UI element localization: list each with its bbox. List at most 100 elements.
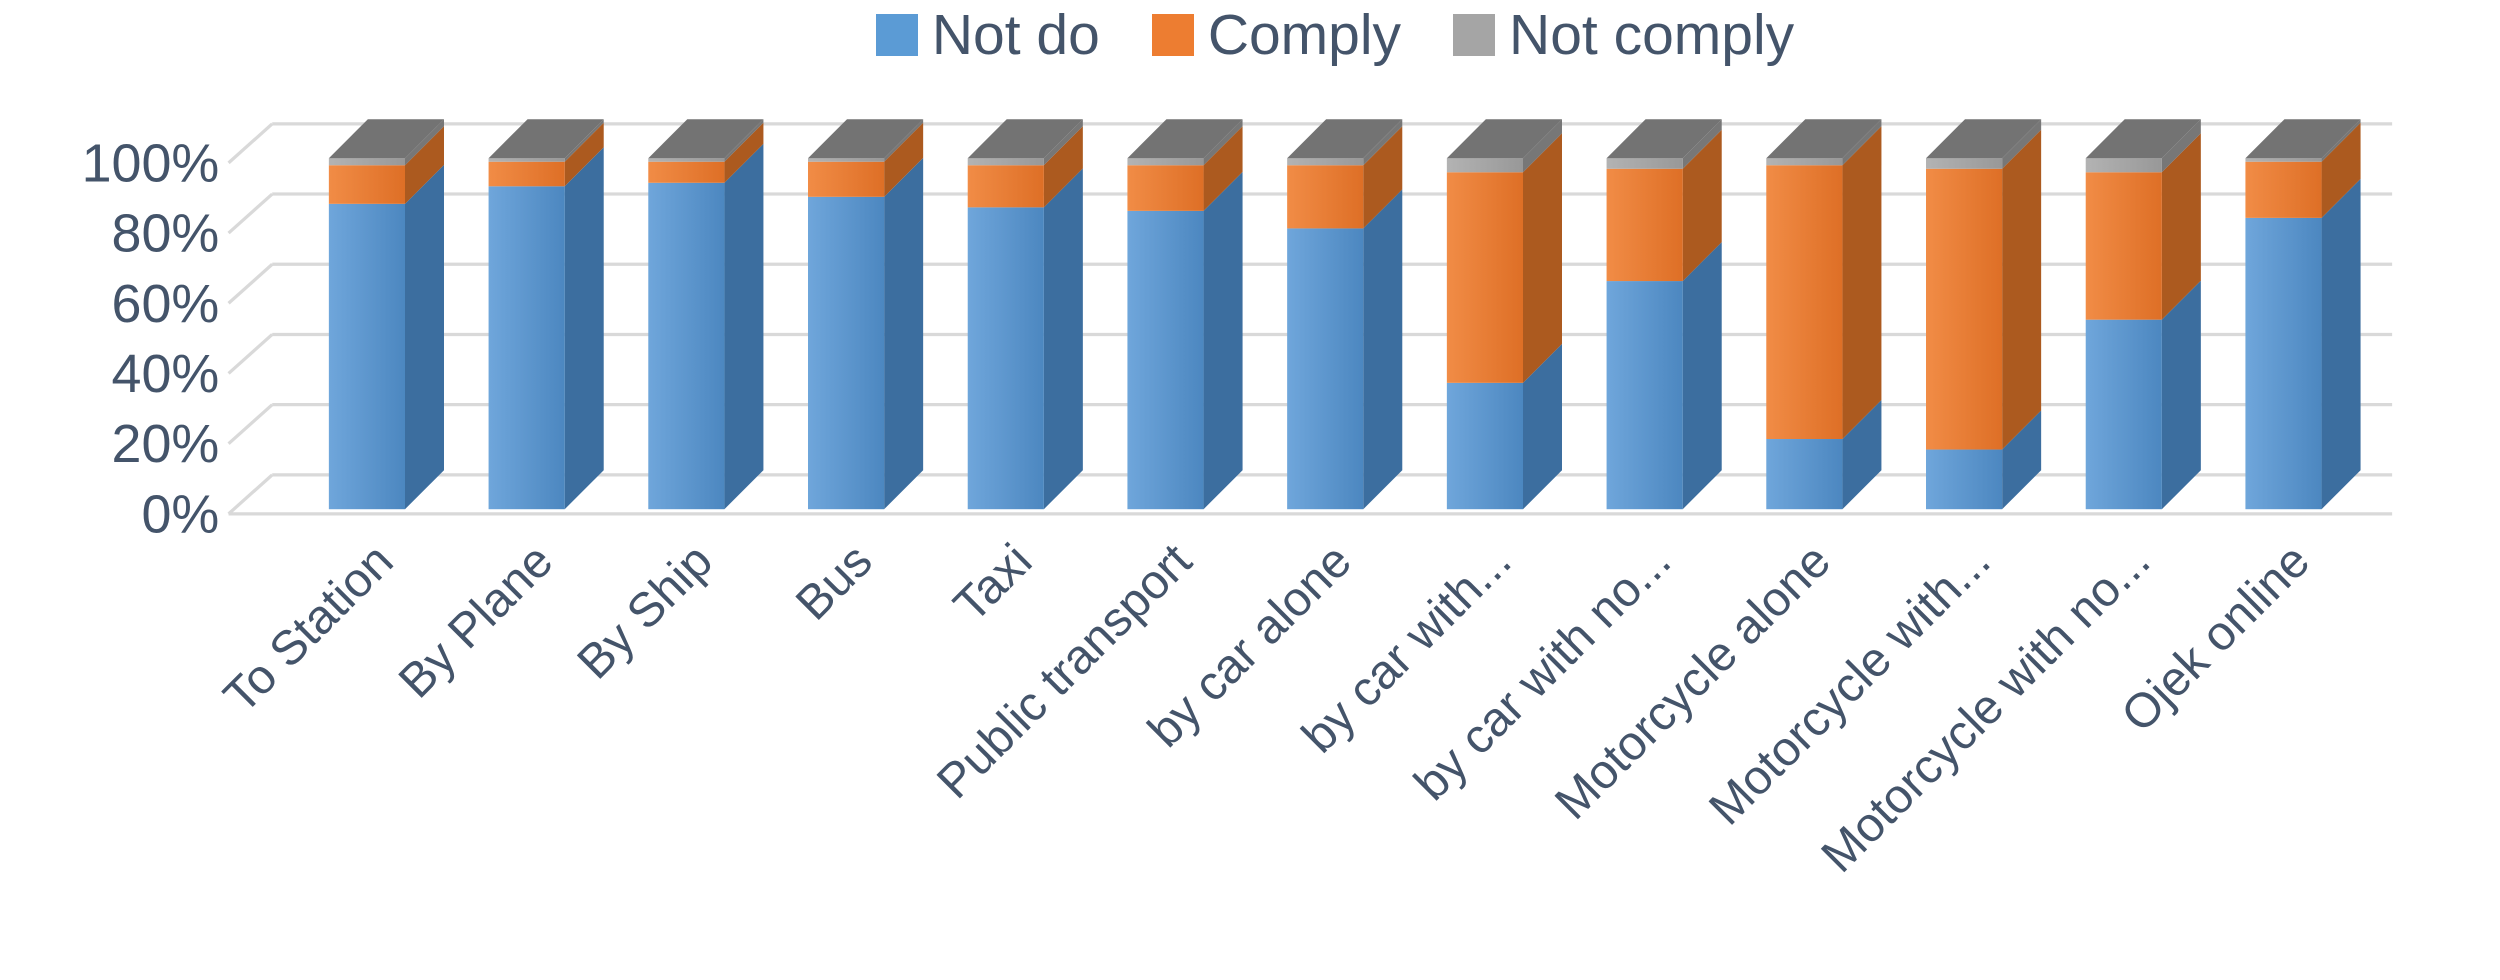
bar-top-face <box>488 119 604 159</box>
segment-comply <box>1127 165 1204 211</box>
segment-comply <box>1606 168 1683 282</box>
bar-top-face <box>808 119 924 159</box>
segment-not-do <box>648 182 725 510</box>
x-axis-category-label: Motorcycle alone <box>1545 534 1841 830</box>
segment-not-comply <box>2085 158 2162 173</box>
segment-side-not-do <box>2321 178 2361 510</box>
legend-label-comply: Comply <box>1207 3 1402 67</box>
bar-motorcycle-with-no <box>2085 119 2201 510</box>
bar-top-face <box>1766 119 1882 159</box>
segment-side-comply <box>1043 126 1083 208</box>
segment-not-do <box>808 196 885 510</box>
bar-by-ship <box>648 119 764 510</box>
segment-side-not-do <box>405 164 444 510</box>
segment-not-comply <box>1446 158 1523 173</box>
x-axis-category-label: Bus <box>786 534 883 631</box>
segment-comply <box>1287 165 1364 229</box>
segment-not-comply <box>328 158 405 166</box>
segment-side-comply <box>2161 133 2201 320</box>
y-axis-tick-label: 20% <box>112 414 220 474</box>
x-axis-category-label: By Plane <box>388 534 563 709</box>
segment-not-comply <box>1926 158 2003 169</box>
segment-side-not-comply <box>884 119 924 162</box>
legend-item-comply: Comply <box>1151 2 1402 68</box>
segment-not-comply <box>2245 158 2322 162</box>
segment-comply <box>488 161 565 187</box>
segment-side-not-do <box>2161 280 2201 510</box>
legend-label-not-comply: Not comply <box>1509 3 1795 67</box>
segment-side-comply <box>2002 129 2042 450</box>
segment-side-not-do <box>1043 168 1083 510</box>
bar-motorcycle-with <box>1926 119 2042 510</box>
segment-side-comply <box>1363 126 1403 229</box>
segment-comply <box>2245 161 2322 218</box>
segment-side-not-comply <box>2161 119 2201 173</box>
x-axis-category-label: Motorcycle with... <box>1699 534 2001 836</box>
segment-side-not-comply <box>564 119 604 162</box>
segment-not-comply <box>488 158 565 162</box>
segment-side-not-comply <box>405 119 444 166</box>
legend-swatch-not-do <box>875 14 918 56</box>
segment-comply <box>808 161 885 197</box>
segment-side-comply <box>1842 126 1882 440</box>
segment-side-not-do <box>724 143 764 510</box>
gridline-tick-connector <box>227 473 274 516</box>
bar-top-face <box>1446 119 1562 159</box>
bar-top-face <box>967 119 1083 159</box>
segment-side-not-comply <box>1363 119 1403 166</box>
y-axis-labels: 0% 20% 40% 60% 80% 100% <box>82 133 220 544</box>
segment-side-comply <box>564 122 604 187</box>
segment-side-not-comply <box>1523 119 1562 173</box>
segment-side-not-comply <box>724 119 764 162</box>
bar-ojek-online <box>2245 119 2361 510</box>
bar-top-face <box>1606 119 1722 159</box>
segment-side-not-comply <box>2002 119 2042 169</box>
chart-legend: Not do Comply Not comply <box>0 0 2500 70</box>
segment-not-do <box>1926 449 2003 510</box>
y-axis-tick-label: 0% <box>141 484 219 544</box>
legend-item-not-comply: Not comply <box>1453 2 1794 68</box>
segment-comply <box>328 165 405 204</box>
segment-comply <box>967 165 1044 208</box>
segment-comply <box>648 161 725 183</box>
x-axis-category-label: By Ship <box>567 534 723 690</box>
bar-top-face <box>1287 119 1403 159</box>
bars <box>328 119 2361 510</box>
segment-not-comply <box>967 158 1044 166</box>
segment-side-not-comply <box>1842 119 1882 166</box>
segment-not-comply <box>648 158 725 162</box>
segment-side-comply <box>1203 126 1243 211</box>
segment-not-comply <box>1127 158 1204 166</box>
segment-side-comply <box>405 126 444 204</box>
segment-not-comply <box>1287 158 1364 166</box>
bar-top-face <box>2085 119 2201 159</box>
segment-not-do <box>2245 217 2322 510</box>
bar-taxi <box>967 119 1083 510</box>
segment-side-not-do <box>1842 400 1882 510</box>
segment-side-not-do <box>1523 343 1562 510</box>
segment-side-comply <box>1682 129 1722 282</box>
segment-side-comply <box>1523 133 1562 383</box>
bar-motorcycle-alone <box>1766 119 1882 510</box>
segment-comply <box>1446 172 1523 383</box>
segment-side-not-comply <box>2321 119 2361 162</box>
segment-comply <box>1926 168 2003 450</box>
segment-not-comply <box>1766 158 1843 166</box>
segment-comply <box>1766 165 1843 440</box>
segment-not-do <box>1287 228 1364 510</box>
segment-side-not-do <box>564 147 604 510</box>
bar-bus <box>808 119 924 510</box>
segment-not-do <box>488 186 565 510</box>
y-axis-tick-label: 40% <box>112 344 220 404</box>
segment-side-not-do <box>884 157 924 510</box>
bar-public-transport <box>1127 119 1243 510</box>
y-axis-tick-label: 60% <box>112 274 220 334</box>
gridline-tick-connector <box>227 263 274 305</box>
bar-top-face <box>328 119 444 159</box>
segment-not-do <box>1446 382 1523 510</box>
segment-side-not-do <box>1682 242 1722 510</box>
segment-side-not-comply <box>1203 119 1243 166</box>
segment-comply <box>2085 172 2162 320</box>
